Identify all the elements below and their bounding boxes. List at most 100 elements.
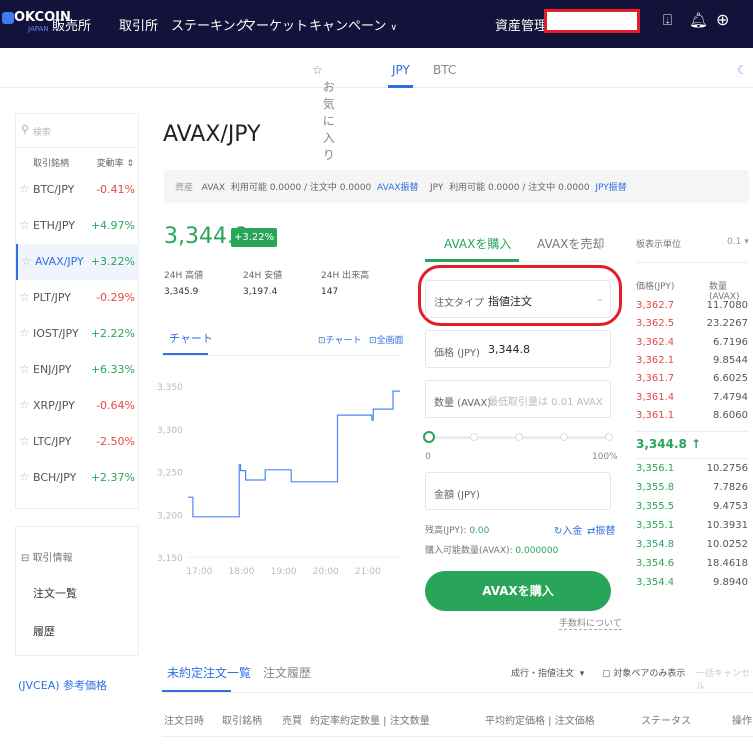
page-title: AVAX/JPY	[163, 122, 261, 147]
pair-name: AVAX/JPY	[35, 255, 84, 268]
logo[interactable]: OKCOIN JAPAN	[2, 10, 71, 33]
star-icon[interactable]: ☆	[19, 182, 30, 196]
bid-qty: 9.8940	[713, 577, 748, 588]
col-change[interactable]: 変動率 ⇕	[96, 159, 134, 169]
tab-chart[interactable]: チャート	[169, 332, 213, 345]
ask-row[interactable]: 3,361.7 6.6025	[636, 371, 748, 389]
pair-row[interactable]: ☆ LTC/JPY -2.50%	[16, 424, 139, 460]
star-icon[interactable]: ☆	[19, 326, 30, 340]
cancel-all-button[interactable]: 一括キャンセル	[696, 669, 751, 692]
avax-transfer-link[interactable]: AVAX振替	[377, 183, 419, 193]
moon-icon[interactable]: ☾	[737, 63, 748, 77]
ask-row[interactable]: 3,361.1 8.6060	[636, 408, 748, 426]
pair-list: ⚲ 検索 取引銘柄 変動率 ⇕ ☆ BTC/JPY -0.41% ☆ ETH/JPY +4…	[15, 113, 139, 509]
tab-buy[interactable]: AVAXを購入	[444, 237, 512, 251]
pair-change: +2.22%	[90, 327, 135, 340]
jpy-transfer-link[interactable]: JPY振替	[595, 183, 627, 193]
slider-handle[interactable]	[423, 431, 435, 443]
bid-qty: 10.3931	[706, 520, 748, 531]
slider-stop[interactable]	[470, 433, 478, 441]
tab-favorites[interactable]: ☆ お気に入り	[312, 63, 335, 162]
deposit-link[interactable]: ↻入金	[554, 526, 583, 537]
change-badge: +3.22%	[231, 228, 278, 247]
slider-stop[interactable]	[515, 433, 523, 441]
pair-row[interactable]: ☆ IOST/JPY +2.22%	[16, 316, 139, 352]
star-icon[interactable]: ☆	[19, 290, 30, 304]
bid-price: 3,354.4	[636, 577, 675, 588]
chevron-down-icon: ⌄	[595, 293, 604, 304]
order-type-select[interactable]: 注文タイプ 指値注文 ⌄	[425, 280, 611, 318]
trade-info-panel: ⊟ 取引情報 注文一覧 履歴	[15, 526, 139, 656]
divider	[519, 261, 611, 262]
star-icon[interactable]: ☆	[21, 254, 32, 268]
pair-row[interactable]: ☆ XRP/JPY -0.64%	[16, 388, 139, 424]
link-orders[interactable]: 注文一覧	[33, 587, 77, 600]
nav-hanbaijo[interactable]: 販売所	[52, 19, 92, 34]
ask-row[interactable]: 3,362.4 6.7196	[636, 335, 748, 353]
tab-open-orders[interactable]: 未約定注文一覧	[167, 666, 252, 680]
fee-link[interactable]: 手数料について	[559, 616, 622, 630]
quantity-input[interactable]: 数量 (AVAX) 最低取引量は 0.01 AVAX	[425, 380, 611, 418]
ref-price-link[interactable]: (JVCEA) 参考価格	[18, 679, 108, 692]
bid-row[interactable]: 3,355.8 7.7826	[636, 480, 748, 498]
star-icon[interactable]: ☆	[19, 398, 30, 412]
star-icon[interactable]: ☆	[19, 218, 30, 232]
nav-market[interactable]: マーケット	[243, 19, 309, 34]
bid-row[interactable]: 3,354.8 10.0252	[636, 537, 748, 555]
tab-sell[interactable]: AVAXを売却	[537, 237, 605, 251]
amount-input[interactable]: 金額 (JPY)	[425, 472, 611, 510]
ask-row[interactable]: 3,362.1 9.8544	[636, 353, 748, 371]
search-input[interactable]: ⚲ 検索	[16, 114, 138, 148]
pair-row[interactable]: ☆ PLT/JPY -0.29%	[16, 280, 139, 316]
column-header: 約定率	[310, 716, 340, 727]
account-box[interactable]	[544, 9, 640, 33]
tab-order-history[interactable]: 注文履歴	[263, 666, 312, 680]
transfer-link[interactable]: ⇄振替	[587, 526, 616, 537]
star-icon[interactable]: ☆	[19, 434, 30, 448]
star-icon[interactable]: ☆	[19, 470, 30, 484]
bid-qty: 18.4618	[706, 558, 748, 569]
slider-stop[interactable]	[560, 433, 568, 441]
link-history[interactable]: 履歴	[33, 625, 55, 638]
x-tick-label: 20:00	[313, 567, 339, 577]
chevron-down-icon: ∨	[390, 23, 398, 33]
chart-tab-underline	[163, 353, 208, 355]
pair-name: PLT/JPY	[33, 291, 72, 304]
chart-button[interactable]: ⊡チャート	[318, 336, 362, 346]
high-value: 3,345.9	[164, 287, 199, 297]
sub-nav: ☆ お気に入り JPY BTC ☾	[0, 48, 753, 162]
buy-button[interactable]: AVAXを購入	[425, 571, 611, 611]
column-header: 売買	[282, 716, 302, 727]
slider-stop[interactable]	[605, 433, 613, 441]
bid-row[interactable]: 3,354.4 9.8940	[636, 575, 748, 593]
download-icon[interactable]: ⍗	[663, 11, 673, 29]
bid-row[interactable]: 3,354.6 18.4618	[636, 556, 748, 574]
high-label: 24H 高値	[164, 271, 204, 281]
fullscreen-button[interactable]: ⊡全画面	[369, 336, 404, 346]
price-input[interactable]: 価格 (JPY) 3,344.8	[425, 330, 611, 368]
bid-row[interactable]: 3,355.5 9.4753	[636, 499, 748, 517]
pair-name: BCH/JPY	[33, 471, 77, 484]
bell-icon[interactable]: 🔔︎	[689, 11, 709, 29]
pair-row[interactable]: ☆ ETH/JPY +4.97%	[16, 208, 139, 244]
ask-row[interactable]: 3,361.4 7.4794	[636, 390, 748, 408]
pair-row[interactable]: ☆ BTC/JPY -0.41%	[16, 172, 139, 208]
tab-btc[interactable]: BTC	[433, 63, 457, 77]
pair-row[interactable]: ☆ AVAX/JPY +3.22%	[16, 244, 139, 280]
pair-row[interactable]: ☆ BCH/JPY +2.37%	[16, 460, 139, 496]
ask-row[interactable]: 3,362.7 11.7080	[636, 298, 748, 316]
globe-icon[interactable]: ⊕	[716, 10, 730, 29]
ask-row[interactable]: 3,362.5 23.2267	[636, 316, 748, 334]
bid-row[interactable]: 3,355.1 10.3931	[636, 518, 748, 536]
only-pair-checkbox[interactable]: ▢ 対象ペアのみ表示	[602, 669, 686, 679]
tab-jpy[interactable]: JPY	[392, 63, 410, 77]
nav-asset[interactable]: 資産管理	[495, 19, 548, 34]
pair-row[interactable]: ☆ ENJ/JPY +6.33%	[16, 352, 139, 388]
nav-campaign[interactable]: キャンペーン ∨	[309, 19, 398, 34]
bid-row[interactable]: 3,356.1 10.2756	[636, 461, 748, 479]
order-filter-select[interactable]: 成行・指値注文 ▾	[511, 669, 585, 679]
nav-torihikijo[interactable]: 取引所	[119, 19, 159, 34]
nav-staking[interactable]: ステーキング	[171, 19, 249, 34]
star-icon[interactable]: ☆	[19, 362, 30, 376]
unit-select[interactable]: 0.1 ▾	[727, 237, 749, 247]
